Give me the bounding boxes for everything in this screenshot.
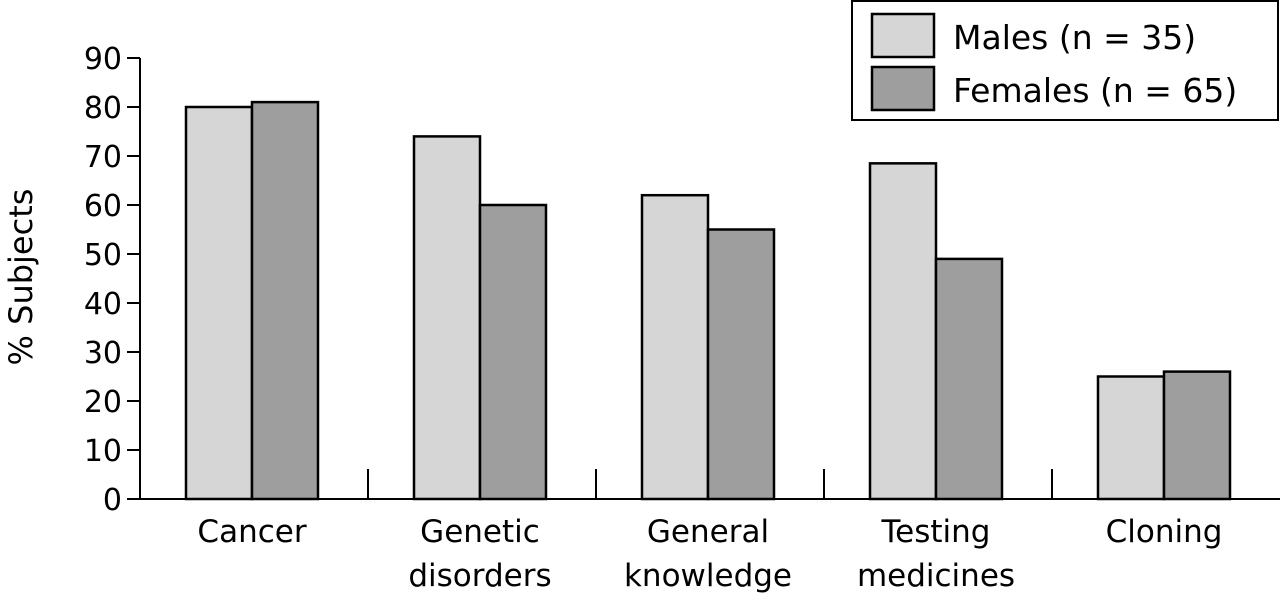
bar-males — [1096, 375, 1166, 501]
bar-males — [868, 162, 938, 501]
y-tick-label: 0 — [103, 483, 122, 518]
bar-males — [184, 105, 254, 501]
bar-females — [1162, 370, 1232, 501]
bar-females — [706, 228, 776, 501]
legend: Males (n = 35) Females (n = 65) — [851, 0, 1279, 121]
legend-swatch — [870, 12, 936, 59]
bar-females — [478, 203, 548, 501]
y-tick-label: 90 — [84, 42, 122, 77]
y-tick-label: 30 — [84, 336, 122, 371]
y-tick-label: 10 — [84, 434, 122, 469]
bar-males — [640, 193, 710, 501]
x-category-label: Cancer — [197, 514, 306, 550]
y-tick-label: 40 — [84, 287, 122, 322]
bar-females — [934, 257, 1004, 501]
legend-label: Males (n = 35) — [953, 18, 1196, 57]
x-axis: Cancer Genetic disorders General knowledge Te… — [140, 469, 1280, 594]
bars — [184, 100, 1232, 501]
y-tick-label: 70 — [84, 140, 122, 175]
y-axis-title: % Subjects — [2, 189, 40, 366]
x-category-label: General knowledge — [624, 514, 792, 594]
x-category-label: Cloning — [1106, 514, 1223, 550]
legend-label: Females (n = 65) — [953, 71, 1237, 110]
y-tick-label: 80 — [84, 91, 122, 126]
x-category-label: Testing medicines — [857, 514, 1015, 594]
x-category-label: Genetic disorders — [408, 514, 551, 594]
y-axis: 0 10 20 30 40 50 60 70 80 90 — [84, 42, 141, 518]
y-tick-label: 50 — [84, 238, 122, 273]
y-tick-label: 20 — [84, 385, 122, 420]
y-tick-label: 60 — [84, 189, 122, 224]
legend-swatch — [870, 65, 936, 112]
bar-females — [250, 100, 320, 501]
bar-males — [412, 135, 482, 501]
